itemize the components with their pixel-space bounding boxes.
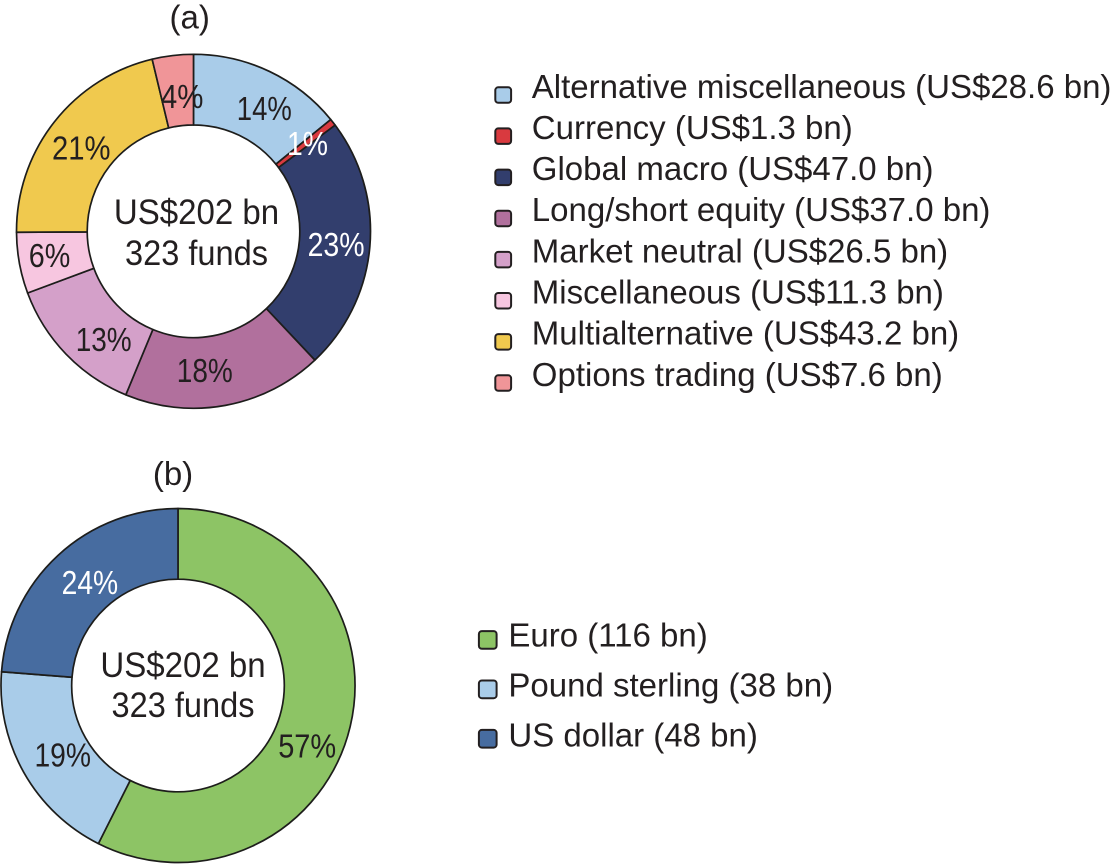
svg-text:Alternative miscellaneous (US$: Alternative miscellaneous (US$28.6 bn) — [532, 68, 1112, 105]
svg-text:6%: 6% — [29, 237, 71, 274]
svg-text:14%: 14% — [237, 90, 292, 127]
svg-text:Multialternative (US$43.2 bn): Multialternative (US$43.2 bn) — [532, 315, 959, 352]
svg-text:Global macro (US$47.0 bn): Global macro (US$47.0 bn) — [532, 150, 934, 187]
svg-text:4%: 4% — [161, 78, 204, 115]
svg-text:Long/short equity (US$37.0 bn): Long/short equity (US$37.0 bn) — [532, 191, 991, 228]
svg-text:Miscellaneous (US$11.3 bn): Miscellaneous (US$11.3 bn) — [532, 274, 944, 311]
svg-text:24%: 24% — [62, 564, 119, 601]
svg-text:Options trading (US$7.6 bn): Options trading (US$7.6 bn) — [532, 356, 943, 393]
svg-text:13%: 13% — [76, 321, 132, 358]
svg-text:US$202 bn: US$202 bn — [114, 192, 279, 232]
svg-text:US$202 bn: US$202 bn — [100, 645, 265, 685]
svg-text:1%: 1% — [287, 125, 328, 162]
svg-text:Market neutral (US$26.5 bn): Market neutral (US$26.5 bn) — [532, 232, 948, 269]
svg-text:(b): (b) — [153, 455, 193, 492]
svg-text:US dollar (48 bn): US dollar (48 bn) — [508, 716, 757, 753]
svg-text:Currency (US$1.3 bn): Currency (US$1.3 bn) — [532, 109, 853, 146]
svg-text:57%: 57% — [278, 727, 336, 764]
svg-text:Pound sterling (38 bn): Pound sterling (38 bn) — [508, 666, 833, 703]
svg-text:Euro (116 bn): Euro (116 bn) — [508, 616, 707, 653]
svg-text:23%: 23% — [308, 226, 365, 263]
svg-text:21%: 21% — [52, 129, 111, 166]
svg-text:323 funds: 323 funds — [125, 233, 268, 273]
svg-text:18%: 18% — [177, 352, 233, 389]
svg-text:19%: 19% — [34, 736, 91, 773]
svg-text:(a): (a) — [170, 0, 210, 35]
svg-text:323 funds: 323 funds — [112, 685, 255, 725]
